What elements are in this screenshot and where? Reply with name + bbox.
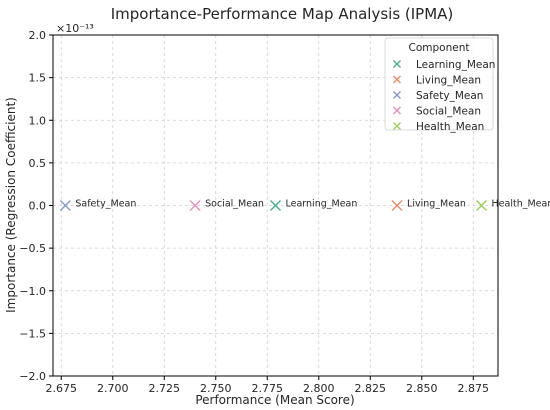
legend-item-learning-mean: Learning_Mean [393, 59, 495, 71]
legend-item-living-mean: Living_Mean [393, 75, 481, 87]
legend-label: Living_Mean [416, 75, 481, 87]
data-point-health-mean [476, 200, 487, 211]
legend-item-health-mean: Health_Mean [393, 121, 484, 133]
y-tick-label: 0.0 [29, 200, 47, 213]
point-label: Learning_Mean [286, 199, 358, 210]
x-tick-label: 2.700 [97, 382, 129, 395]
legend: Component Learning_Mean Living_Mean Safety… [384, 37, 495, 133]
y-tick-label: −1.5 [19, 327, 46, 340]
x-tick-label: 2.750 [200, 382, 232, 395]
legend-label: Learning_Mean [416, 59, 495, 71]
legend-label: Social_Mean [416, 106, 481, 118]
legend-box [384, 37, 494, 131]
point-label: Health_Mean [492, 199, 550, 210]
chart-title: Importance-Performance Map Analysis (IPM… [111, 5, 454, 23]
legend-label: Safety_Mean [416, 90, 483, 102]
legend-title: Component [409, 42, 470, 54]
legend-items: Learning_Mean Living_Mean Safety_Mean Socia… [393, 59, 495, 133]
point-label: Safety_Mean [75, 199, 136, 210]
y-tick-label: −2.0 [19, 370, 46, 383]
x-tick-label: 2.825 [355, 382, 387, 395]
data-point-social-mean [189, 200, 201, 211]
ticks-layer: 2.675 2.700 2.725 2.750 2.775 2.800 2.825 2.850… [19, 29, 489, 395]
x-tick-label: 2.725 [149, 382, 181, 395]
x-tick-label: 2.850 [406, 382, 438, 395]
y-tick-label: 1.5 [29, 72, 47, 85]
point-label: Living_Mean [407, 199, 466, 210]
points-layer: Learning_Mean Living_Mean Safety_Mean Socia… [59, 199, 550, 211]
y-tick-label: −0.5 [19, 242, 46, 255]
data-point-safety-mean [59, 200, 71, 211]
data-point-learning-mean [270, 200, 281, 211]
y-tick-label: 2.0 [29, 29, 47, 42]
y-tick-label: −1.0 [19, 285, 46, 298]
y-tick-label: 1.0 [29, 114, 47, 127]
y-axis-label: Importance (Regression Coefficient) [4, 97, 18, 313]
x-tick-label: 2.675 [45, 382, 77, 395]
x-tick-label: 2.800 [303, 382, 335, 395]
legend-label: Health_Mean [416, 121, 484, 133]
data-point-living-mean [391, 200, 403, 211]
y-tick-label: 0.5 [29, 157, 47, 170]
legend-item-safety-mean: Safety_Mean [393, 90, 483, 102]
legend-item-social-mean: Social_Mean [393, 106, 481, 118]
x-axis-label: Performance (Mean Score) [195, 393, 354, 407]
x-tick-label: 2.875 [458, 382, 490, 395]
x-tick-label: 2.775 [252, 382, 284, 395]
grid-layer [53, 34, 498, 377]
y-offset-label: ×10⁻¹³ [56, 22, 94, 35]
point-label: Social_Mean [205, 199, 264, 210]
